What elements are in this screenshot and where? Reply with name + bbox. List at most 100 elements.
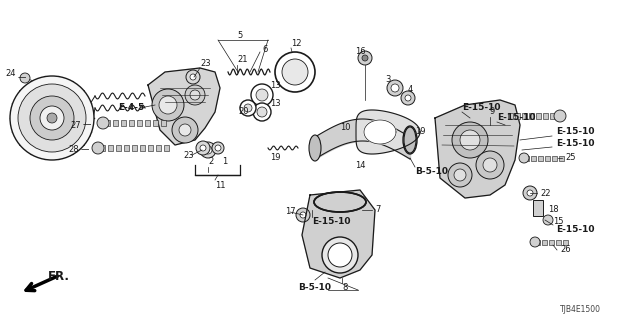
Circle shape (483, 158, 497, 172)
FancyBboxPatch shape (508, 113, 513, 119)
Text: 19: 19 (270, 154, 280, 163)
Circle shape (172, 117, 198, 143)
Text: 9: 9 (490, 108, 495, 116)
Text: 16: 16 (355, 47, 365, 57)
FancyBboxPatch shape (531, 156, 536, 161)
FancyBboxPatch shape (148, 145, 153, 151)
Circle shape (543, 215, 553, 225)
Text: 7: 7 (375, 205, 380, 214)
Circle shape (257, 107, 267, 117)
Circle shape (92, 142, 104, 154)
Text: FR.: FR. (48, 269, 70, 283)
Circle shape (200, 145, 206, 151)
Text: B-5-10: B-5-10 (415, 167, 448, 177)
Circle shape (185, 85, 205, 105)
Text: 13: 13 (270, 99, 280, 108)
Polygon shape (435, 100, 520, 198)
Circle shape (387, 80, 403, 96)
Text: 17: 17 (285, 207, 296, 217)
Circle shape (47, 113, 57, 123)
Text: E-15-10: E-15-10 (556, 226, 595, 235)
FancyBboxPatch shape (156, 145, 161, 151)
FancyBboxPatch shape (124, 145, 129, 151)
Text: 5: 5 (237, 30, 243, 39)
FancyBboxPatch shape (132, 145, 137, 151)
Polygon shape (356, 110, 420, 154)
Text: 22: 22 (540, 188, 550, 197)
Text: TJB4E1500: TJB4E1500 (560, 306, 601, 315)
Circle shape (190, 74, 196, 80)
Text: 12: 12 (291, 38, 301, 47)
FancyBboxPatch shape (113, 120, 118, 126)
FancyBboxPatch shape (145, 120, 150, 126)
Circle shape (391, 84, 399, 92)
FancyBboxPatch shape (121, 120, 126, 126)
Text: E-15-10: E-15-10 (556, 127, 595, 137)
Circle shape (454, 169, 466, 181)
FancyBboxPatch shape (533, 200, 543, 216)
Circle shape (300, 212, 306, 218)
FancyBboxPatch shape (556, 240, 561, 245)
FancyBboxPatch shape (116, 145, 121, 151)
FancyBboxPatch shape (137, 120, 142, 126)
Text: 25: 25 (565, 154, 575, 163)
Text: B-5-10: B-5-10 (298, 283, 331, 292)
Text: 6: 6 (262, 45, 268, 54)
Circle shape (179, 124, 191, 136)
Circle shape (256, 89, 268, 101)
FancyBboxPatch shape (563, 240, 568, 245)
Polygon shape (302, 190, 375, 278)
Text: 10: 10 (340, 124, 351, 132)
Text: 15: 15 (553, 218, 563, 227)
Text: 8: 8 (342, 283, 348, 292)
Text: E-4-5: E-4-5 (118, 103, 144, 113)
Circle shape (554, 110, 566, 122)
FancyBboxPatch shape (549, 240, 554, 245)
Text: 27: 27 (70, 121, 81, 130)
FancyBboxPatch shape (522, 113, 527, 119)
Text: 14: 14 (355, 161, 365, 170)
Circle shape (523, 186, 537, 200)
Text: 19: 19 (415, 127, 426, 137)
FancyBboxPatch shape (559, 156, 564, 161)
Circle shape (282, 59, 308, 85)
Circle shape (40, 106, 64, 130)
Circle shape (97, 117, 109, 129)
FancyBboxPatch shape (164, 145, 169, 151)
Text: 23: 23 (183, 150, 194, 159)
Circle shape (215, 145, 221, 151)
Circle shape (296, 208, 310, 222)
Circle shape (200, 142, 216, 158)
Ellipse shape (404, 127, 416, 153)
Circle shape (240, 100, 256, 116)
Text: 24: 24 (5, 68, 15, 77)
Circle shape (204, 146, 212, 154)
Circle shape (10, 76, 94, 160)
FancyBboxPatch shape (108, 145, 113, 151)
FancyBboxPatch shape (129, 120, 134, 126)
Text: —: — (83, 121, 92, 130)
FancyBboxPatch shape (153, 120, 158, 126)
Circle shape (244, 104, 252, 112)
Text: —: — (81, 146, 90, 155)
Circle shape (405, 95, 411, 101)
Polygon shape (364, 120, 396, 144)
FancyBboxPatch shape (535, 240, 540, 245)
Text: 11: 11 (215, 180, 225, 189)
Text: E-15-10: E-15-10 (312, 218, 351, 227)
FancyBboxPatch shape (161, 120, 166, 126)
FancyBboxPatch shape (538, 156, 543, 161)
Circle shape (448, 163, 472, 187)
FancyBboxPatch shape (552, 156, 557, 161)
Circle shape (190, 90, 200, 100)
FancyBboxPatch shape (542, 240, 547, 245)
FancyBboxPatch shape (545, 156, 550, 161)
Text: 28: 28 (68, 146, 79, 155)
Circle shape (30, 96, 74, 140)
Circle shape (275, 52, 315, 92)
Circle shape (18, 84, 86, 152)
FancyBboxPatch shape (515, 113, 520, 119)
Circle shape (358, 51, 372, 65)
Circle shape (519, 153, 529, 163)
FancyBboxPatch shape (529, 113, 534, 119)
